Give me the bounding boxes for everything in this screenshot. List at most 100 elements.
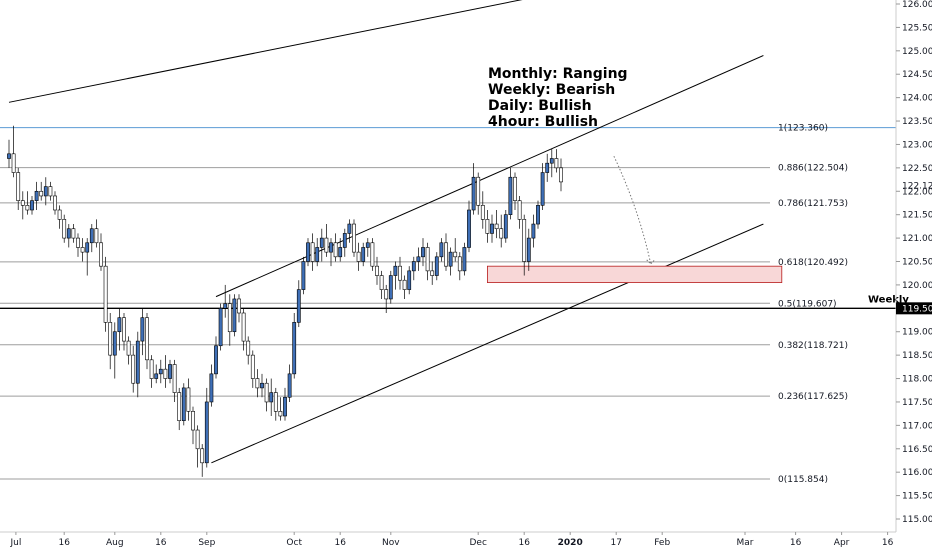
demand-zone-layer (486, 265, 783, 283)
candle-body-55 (260, 382, 264, 389)
candle-body-41 (195, 429, 200, 450)
time-tick-label-13: Mar (737, 538, 754, 548)
price-tick-label-16: 123.000 (902, 140, 932, 150)
fib-label-3: 0.618(120.492) (778, 258, 848, 268)
price-tick-label-14: 122.000 (902, 187, 932, 197)
candle-body-3 (20, 200, 25, 206)
candle-body-15 (76, 237, 80, 248)
candle-body-1 (11, 153, 16, 173)
price-tick-label-22: 126.000 (902, 0, 932, 10)
bias-annotation-0: Monthly: Ranging (488, 66, 628, 82)
candle-body-68 (319, 237, 324, 248)
bias-annotation-1: Weekly: Bearish (488, 82, 615, 98)
candle-body-47 (223, 303, 228, 309)
candle-body-44 (209, 373, 214, 403)
fib-label-1: 0.886(122.504) (778, 164, 848, 174)
time-axis[interactable]: Jul 16 Aug 16 Sep Oct 16 Nov Dec 16 2020 17 Feb Mar 16… (0, 531, 896, 548)
candle-body-109 (508, 176, 513, 215)
candle-body-11 (57, 209, 62, 220)
candle-body-84 (393, 265, 398, 276)
candle-body-37 (177, 392, 182, 421)
candle-body-57 (269, 392, 274, 403)
price-tick-label-11: 120.500 (902, 258, 932, 268)
candle-body-33 (158, 368, 163, 375)
trend-line-0 (8, 0, 523, 103)
price-tick-label-21: 125.500 (902, 23, 932, 33)
candle-body-103 (480, 205, 485, 220)
time-tick-label-12: Feb (654, 538, 670, 548)
fib-label-6: 0.236(117.625) (778, 392, 848, 402)
time-tick-label-6: 16 (334, 538, 346, 548)
candle-body-13 (66, 228, 71, 239)
candle-body-61 (287, 373, 292, 398)
candle-body-26 (126, 340, 131, 356)
candle-body-12 (62, 219, 67, 239)
candle-body-101 (471, 176, 476, 211)
price-tick-label-18: 124.000 (902, 94, 932, 104)
candle-body-54 (255, 378, 260, 389)
time-tick-label-5: Oct (286, 538, 302, 548)
candle-body-48 (227, 303, 232, 333)
candle-body-49 (232, 298, 237, 333)
time-tick-label-14: 16 (790, 538, 802, 548)
current-price-label: 122.120 (902, 182, 932, 192)
candle-body-14 (71, 228, 76, 239)
candle-body-28 (135, 340, 140, 384)
candle-body-29 (140, 317, 145, 342)
candle-body-34 (163, 368, 168, 379)
price-tick-label-12: 121.000 (902, 234, 932, 244)
candle-body-6 (34, 190, 39, 201)
price-tick-label-10: 120.000 (902, 281, 932, 291)
time-tick-label-16: 16 (882, 538, 894, 548)
candle-body-116 (540, 172, 545, 206)
candle-body-79 (370, 242, 375, 267)
candle-body-99 (462, 247, 467, 272)
candle-body-111 (517, 200, 522, 220)
candle-body-10 (53, 195, 57, 211)
candle-body-50 (237, 298, 241, 314)
candle-body-98 (457, 256, 462, 272)
candle-body-67 (315, 247, 320, 262)
candle-body-16 (80, 247, 85, 253)
time-tick-label-7: Nov (382, 538, 400, 548)
candle-body-77 (361, 247, 366, 262)
price-tick-label-7: 118.500 (902, 351, 932, 361)
price-tick-label-20: 125.000 (902, 47, 932, 57)
candle-body-2 (16, 172, 21, 201)
time-tick-label-3: 16 (155, 538, 167, 548)
candle-body-22 (108, 322, 113, 356)
candle-body-82 (384, 289, 389, 300)
time-tick-label-10: 2020 (558, 538, 583, 548)
time-tick-label-11: 17 (610, 538, 621, 548)
candle-body-75 (352, 223, 356, 253)
candle-body-87 (407, 270, 412, 290)
candle-body-66 (310, 242, 315, 262)
candle-body-96 (448, 251, 453, 267)
bias-annotation-3: 4hour: Bullish (488, 114, 598, 130)
fibonacci-levels: 1(123.360) 0.886(122.504) 0.786(121.753) 0.… (0, 124, 909, 485)
candle-body-46 (218, 308, 223, 347)
candle-body-90 (421, 247, 425, 258)
candle-body-39 (186, 387, 191, 412)
fib-label-2: 0.786(121.753) (778, 199, 848, 209)
candle-body-40 (191, 411, 195, 431)
demand-zone (486, 265, 783, 283)
candle-body-18 (89, 228, 94, 244)
candle-body-19 (94, 228, 99, 244)
candle-body-88 (411, 261, 416, 272)
candle-body-120 (559, 167, 563, 183)
candle-body-70 (329, 242, 333, 253)
weekly-price-badge (896, 302, 932, 315)
candle-body-105 (490, 223, 494, 234)
candle-body-81 (379, 275, 384, 290)
price-axis[interactable]: 115.000 115.500 116.000 116.500 117.000 117.5… (895, 0, 932, 532)
candle-body-62 (292, 322, 297, 375)
candle-body-17 (85, 242, 90, 253)
fib-label-5: 0.382(118.721) (778, 341, 848, 351)
candle-body-74 (347, 223, 352, 234)
weekly-price-label: 119.500 (902, 304, 932, 314)
candle-body-60 (283, 396, 287, 417)
candle-body-97 (453, 251, 458, 258)
candle-body-35 (168, 364, 172, 379)
